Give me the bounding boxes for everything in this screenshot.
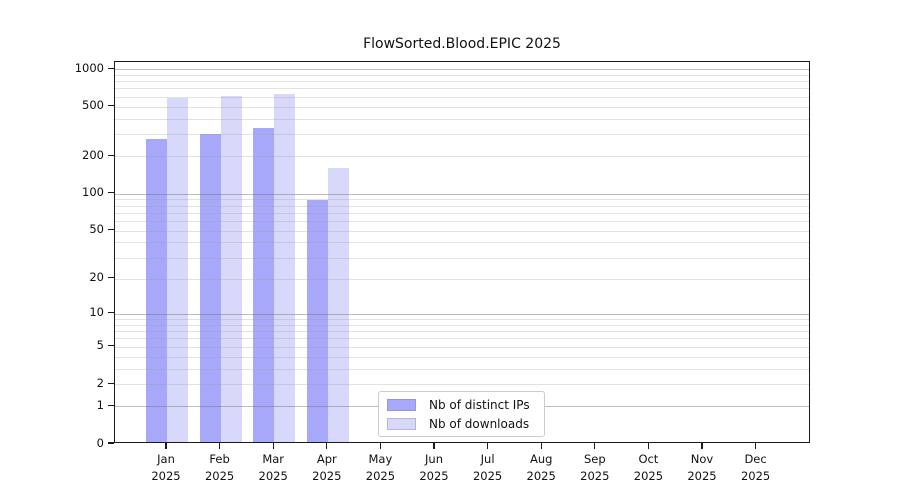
x-tick-label-jul: Jul 2025 (472, 452, 503, 483)
y-tick-mark (108, 345, 114, 347)
y-tick-label: 100 (82, 185, 104, 200)
bar-mar-downloads (274, 94, 296, 442)
minor-gridline (115, 368, 809, 370)
minor-gridline (115, 384, 809, 386)
minor-gridline (115, 205, 809, 207)
y-tick-mark (108, 442, 114, 444)
y-tick-mark (108, 154, 114, 156)
legend-swatch-distinct-ips (387, 398, 416, 411)
minor-gridline (115, 212, 809, 214)
minor-gridline (115, 324, 809, 326)
x-tick-mark (540, 443, 542, 449)
bar-jan-downloads (167, 98, 188, 442)
minor-gridline (115, 331, 809, 333)
y-tick-label: 2 (96, 375, 104, 390)
minor-gridline (115, 257, 809, 259)
x-tick-mark (487, 443, 489, 449)
x-tick-label-mar: Mar 2025 (258, 452, 288, 483)
legend: Nb of distinct IPs Nb of downloads (378, 391, 545, 437)
y-tick-label: 500 (82, 98, 104, 113)
minor-gridline (115, 338, 809, 340)
y-tick-label: 50 (89, 222, 104, 237)
minor-gridline (115, 199, 809, 201)
minor-gridline (115, 81, 809, 83)
legend-row: Nb of distinct IPs (387, 398, 536, 412)
x-tick-label-jan: Jan 2025 (151, 452, 181, 483)
minor-gridline (115, 74, 809, 76)
y-tick-label: 1 (96, 397, 104, 412)
major-gridline (115, 313, 809, 315)
x-tick-label-oct: Oct 2025 (633, 452, 664, 483)
x-tick-mark (272, 443, 274, 449)
minor-gridline (115, 96, 809, 98)
major-gridline (115, 69, 809, 71)
x-tick-label-apr: Apr 2025 (312, 452, 342, 483)
minor-gridline (115, 346, 809, 348)
x-tick-mark (755, 443, 757, 449)
y-tick-mark (108, 382, 114, 384)
y-tick-label: 20 (89, 270, 104, 285)
y-tick-label: 200 (82, 147, 104, 162)
y-tick-mark (108, 277, 114, 279)
bar-feb-downloads (220, 95, 242, 442)
minor-gridline (115, 278, 809, 280)
x-tick-label-nov: Nov 2025 (687, 452, 717, 483)
minor-gridline (115, 88, 809, 90)
x-tick-mark (165, 443, 167, 449)
x-tick-label-dec: Dec 2025 (740, 452, 771, 483)
x-tick-label-feb: Feb 2025 (204, 452, 235, 483)
y-tick-label: 0 (96, 435, 104, 450)
y-tick-label: 1000 (74, 60, 104, 75)
bar-apr-distinct-ips (306, 200, 328, 442)
legend-label: Nb of distinct IPs (429, 397, 530, 412)
y-tick-mark (108, 312, 114, 314)
x-tick-mark (379, 443, 381, 449)
bar-apr-downloads (327, 167, 349, 442)
minor-gridline (115, 220, 809, 222)
x-tick-mark (433, 443, 435, 449)
legend-swatch-downloads (387, 417, 416, 430)
bar-jan-distinct-ips (146, 139, 167, 442)
bars-layer (115, 62, 809, 442)
y-tick-mark (108, 191, 114, 194)
x-tick-mark (701, 443, 703, 449)
x-tick-mark (219, 443, 221, 449)
plot-area (114, 61, 810, 443)
y-tick-mark (108, 67, 114, 69)
minor-gridline (115, 118, 809, 120)
minor-gridline (115, 134, 809, 136)
x-tick-label-jun: Jun 2025 (419, 452, 449, 483)
y-tick-label: 5 (96, 338, 104, 353)
y-tick-mark (108, 105, 114, 107)
x-tick-label-aug: Aug 2025 (526, 452, 556, 483)
minor-gridline (115, 156, 809, 158)
bar-mar-distinct-ips (253, 128, 275, 442)
minor-gridline (115, 319, 809, 321)
minor-gridline (115, 230, 809, 232)
legend-row: Nb of downloads (387, 417, 536, 431)
x-tick-mark (594, 443, 596, 449)
y-tick-mark (108, 404, 114, 406)
minor-gridline (115, 106, 809, 108)
x-tick-mark (326, 443, 328, 449)
bar-feb-distinct-ips (199, 133, 221, 442)
legend-label: Nb of downloads (429, 416, 530, 431)
grid-layer (115, 62, 809, 442)
x-tick-mark (647, 443, 649, 449)
y-tick-label: 10 (89, 305, 104, 320)
major-gridline (115, 193, 809, 195)
y-tick-mark (108, 229, 114, 231)
minor-gridline (115, 242, 809, 244)
x-tick-label-sep: Sep 2025 (580, 452, 610, 483)
minor-gridline (115, 356, 809, 358)
chart-title: FlowSorted.Blood.EPIC 2025 (363, 36, 561, 52)
x-tick-label-may: May 2025 (365, 452, 396, 483)
